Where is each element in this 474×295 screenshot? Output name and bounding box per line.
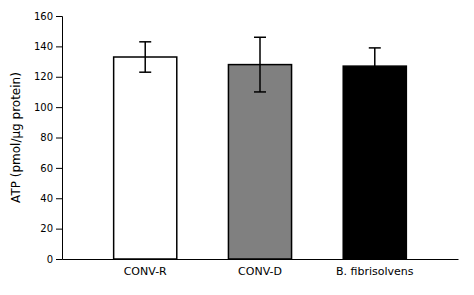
error-bar-stem [144,42,146,72]
y-tick-mark [56,259,62,260]
y-axis-line [56,17,63,260]
bar [228,65,291,259]
chart-svg: 0 20 40 60 80 100 120 140 160 CONV-R CONV-D B. fibr… [0,0,474,295]
y-tick-label: 160 [34,11,53,22]
x-tick-label: CONV-D [238,265,282,278]
x-axis-line [63,259,459,260]
x-tick-label: B. fibrisolvens [336,265,414,278]
error-bar [139,42,151,72]
y-tick-label: 100 [34,102,53,113]
y-tick-mark [56,138,62,139]
error-bar [369,48,381,84]
y-tick: 140 [34,41,62,52]
y-tick-label: 40 [40,193,53,204]
y-tick-mark [56,46,62,47]
error-bar-cap [254,37,266,39]
x-axis: CONV-R CONV-D B. fibrisolvens [63,260,459,278]
y-tick-label: 80 [40,132,53,143]
x-tick-label: CONV-R [124,265,167,278]
y-tick: 0 [47,254,62,265]
chart-container: 0 20 40 60 80 100 120 140 160 CONV-R CONV-D B. fibr… [0,0,474,295]
y-tick-label: 120 [34,71,53,82]
marks [114,37,407,259]
x-tick: CONV-R [124,265,167,278]
error-bar-cap [254,91,266,93]
y-axis: 0 20 40 60 80 100 120 140 160 [34,11,63,265]
error-bar [254,37,266,92]
y-tick-mark [56,107,62,108]
y-tick: 60 [40,163,62,174]
y-tick: 100 [34,102,62,113]
y-tick-mark [56,229,62,230]
y-tick-label: 60 [40,163,53,174]
error-bar-cap [139,41,151,43]
error-bar-cap [139,71,151,73]
y-tick: 80 [40,132,62,143]
y-tick: 120 [34,71,62,82]
y-tick: 40 [40,193,62,204]
y-tick-label: 0 [47,254,53,265]
y-tick: 160 [34,11,62,22]
y-tick-mark [56,16,62,17]
y-tick-label: 20 [40,223,53,234]
y-axis-title: ATP (pmol/µg protein) [9,72,23,203]
y-tick-mark [56,77,62,78]
y-tick-label: 140 [34,41,53,52]
error-bar-stem [374,48,376,84]
y-tick: 20 [40,223,62,234]
error-bar-stem [259,37,261,92]
y-tick-mark [56,198,62,199]
bar [114,57,177,259]
y-tick-mark [56,168,62,169]
error-bar-cap [369,84,381,86]
bar [343,66,406,259]
error-bar-cap [369,47,381,49]
x-tick: B. fibrisolvens [336,265,414,278]
x-tick: CONV-D [238,265,282,278]
plot: 0 20 40 60 80 100 120 140 160 CONV-R CONV-D B. fibr… [34,11,459,278]
